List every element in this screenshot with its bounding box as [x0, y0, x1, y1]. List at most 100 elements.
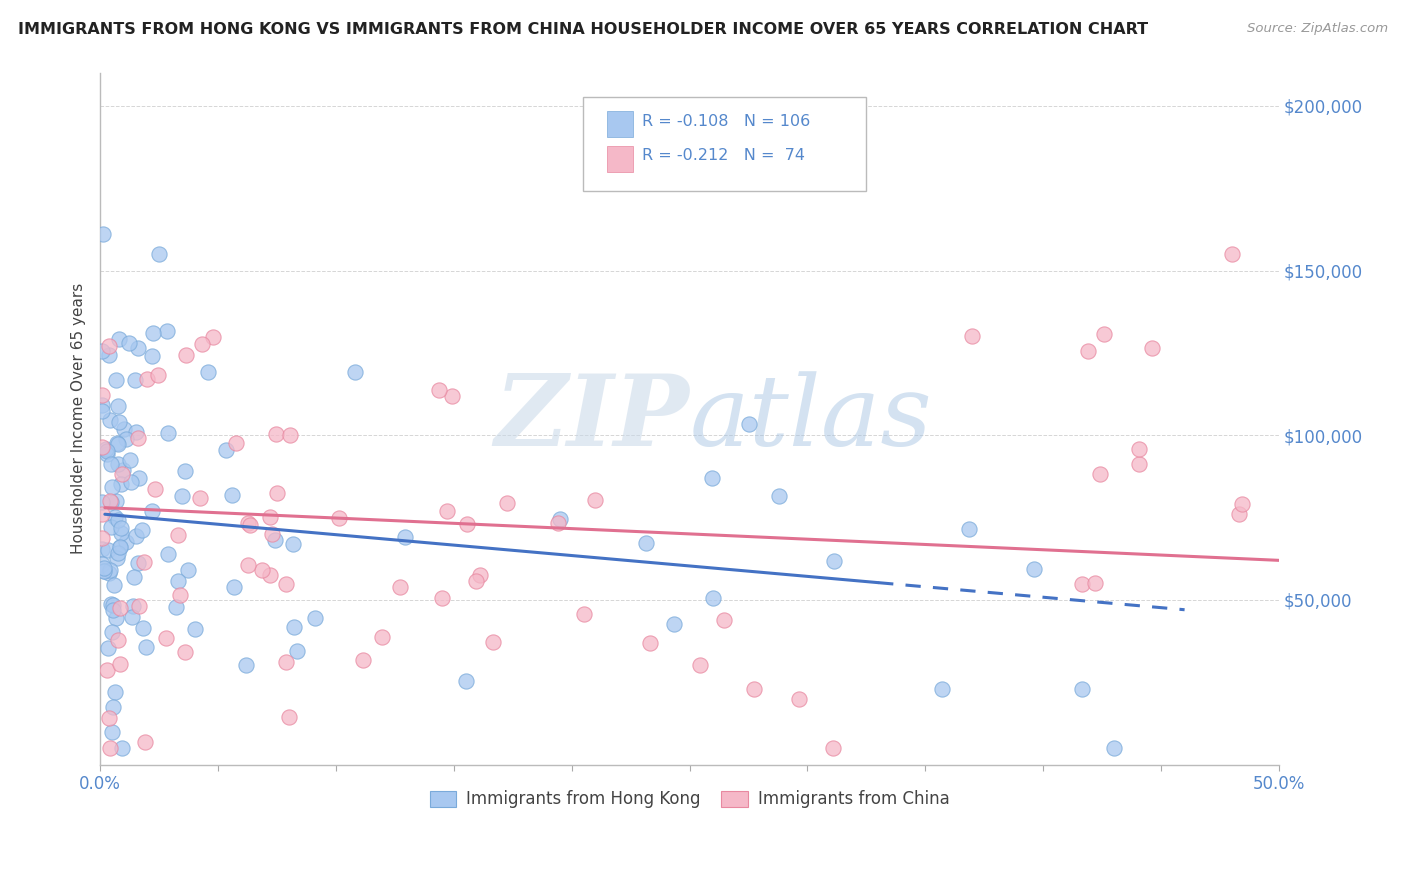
Point [91, 403, 114, 417]
Point [548, 512, 571, 526]
Point [98, 493, 121, 508]
Point [127, 431, 149, 445]
Point [104, 509, 127, 524]
Point [100, 597, 122, 611]
Point [97, 339, 120, 353]
Point [100, 495, 122, 509]
Point [110, 476, 132, 491]
Point [239, 517, 262, 532]
Point [104, 610, 127, 624]
Point [107, 546, 129, 560]
Point [91, 557, 114, 571]
Point [278, 428, 301, 442]
Point [496, 496, 519, 510]
Point [101, 479, 124, 493]
Point [107, 457, 129, 471]
Point [134, 735, 156, 749]
Legend: Immigrants from Hong Kong, Immigrants from China: Immigrants from Hong Kong, Immigrants fr… [423, 784, 956, 815]
Point [132, 622, 155, 636]
Point [165, 600, 187, 615]
Point [371, 630, 394, 644]
Point [141, 503, 163, 517]
Point [1128, 457, 1150, 471]
Point [236, 516, 259, 531]
Point [259, 568, 281, 582]
Point [108, 540, 131, 554]
Point [768, 489, 790, 503]
Point [93, 561, 115, 575]
Point [787, 692, 810, 706]
Point [91, 388, 114, 402]
Point [101, 598, 124, 612]
Point [105, 550, 128, 565]
Point [91, 531, 114, 545]
Point [394, 530, 416, 544]
Point [468, 568, 491, 582]
Point [96, 444, 118, 458]
Point [389, 580, 412, 594]
Point [174, 645, 197, 659]
Point [931, 681, 953, 696]
Point [98, 348, 121, 362]
Point [96, 447, 118, 461]
Point [821, 741, 844, 756]
Point [107, 399, 129, 413]
Point [93, 564, 115, 578]
Point [465, 574, 488, 588]
Point [94, 442, 117, 457]
FancyBboxPatch shape [583, 97, 866, 191]
Point [157, 547, 180, 561]
Point [142, 326, 165, 340]
Text: Source: ZipAtlas.com: Source: ZipAtlas.com [1247, 22, 1388, 36]
Point [104, 685, 127, 699]
Point [98, 413, 121, 427]
Point [141, 349, 163, 363]
Text: R = -0.108   N = 106: R = -0.108 N = 106 [643, 114, 811, 128]
Point [250, 562, 273, 576]
Point [823, 554, 845, 568]
Point [547, 516, 569, 531]
Text: ZIP: ZIP [495, 370, 689, 467]
Point [1102, 741, 1125, 756]
Point [98, 566, 121, 581]
Point [169, 588, 191, 602]
Point [91, 227, 114, 241]
Point [117, 336, 139, 351]
Point [636, 536, 658, 550]
Point [128, 599, 150, 613]
Point [456, 516, 478, 531]
Point [172, 489, 194, 503]
Point [103, 603, 125, 617]
Point [456, 674, 478, 689]
Point [97, 542, 120, 557]
Point [1220, 247, 1243, 261]
Point [638, 636, 661, 650]
Point [108, 332, 131, 346]
Point [432, 591, 454, 605]
Point [105, 435, 128, 450]
Point [1071, 577, 1094, 591]
Point [274, 577, 297, 591]
Point [225, 435, 247, 450]
Point [1084, 575, 1107, 590]
Point [441, 389, 464, 403]
Point [111, 741, 134, 756]
Point [344, 365, 367, 379]
Point [1230, 497, 1253, 511]
Point [108, 600, 131, 615]
Point [702, 591, 724, 605]
Point [260, 527, 283, 541]
Point [235, 657, 257, 672]
Point [214, 442, 236, 457]
Point [236, 558, 259, 573]
Point [188, 491, 211, 506]
Text: R = -0.212   N =  74: R = -0.212 N = 74 [643, 148, 806, 163]
Point [132, 555, 155, 569]
Text: atlas: atlas [689, 371, 932, 467]
Point [91, 507, 114, 521]
Point [128, 471, 150, 485]
Point [436, 504, 458, 518]
Point [101, 624, 124, 639]
Point [100, 519, 122, 533]
Point [1092, 327, 1115, 342]
